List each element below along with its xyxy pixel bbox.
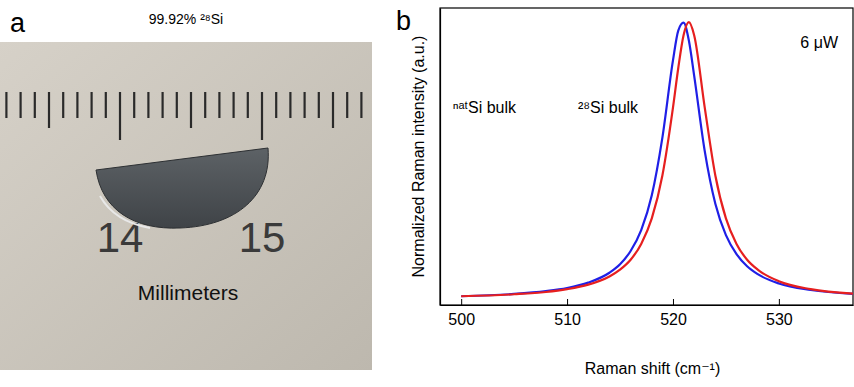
x-tick-label: 530 [766,311,793,328]
silicon-sample [96,148,268,228]
sample-edge-highlight [100,196,150,228]
x-tick: 520 [660,299,687,328]
ruler-tick [34,92,36,118]
ruler-tick [105,92,107,118]
ruler-tick [76,92,78,118]
series-label: ⁿᵃᵗSi bulk [453,99,517,116]
ruler-tick [261,92,263,140]
ruler-tick [162,92,164,118]
ruler-tick [233,92,235,118]
series-label: ²⁸Si bulk [578,99,639,116]
ruler-label: 15 [239,214,286,261]
x-tick-mark [779,299,780,305]
panel-label: b [396,6,411,36]
ruler-tick [346,92,348,118]
ruler-tick [119,92,121,140]
x-axis-title: Raman shift (cm⁻¹) [585,360,721,377]
ruler-tick [62,92,64,118]
x-tick-mark [461,299,462,305]
x-tick-mark [567,299,568,305]
ruler-tick [190,92,192,128]
ruler-tick [204,92,206,118]
ruler-tick [218,92,220,118]
panel-a: a99.92% ²⁸Si1415Millimeters [0,8,372,370]
figure: a99.92% ²⁸Si1415Millimetersb500510520530… [0,0,854,387]
ruler-ticks [6,92,361,140]
ruler-tick [90,92,92,118]
plot-frame [440,8,853,305]
ruler-tick [360,92,362,118]
ruler-tick [275,92,277,118]
ruler-tick [48,92,50,128]
x-tick: 530 [766,299,793,328]
spectrum-line [461,23,853,297]
y-axis-line [440,9,441,306]
x-tick-label: 500 [448,311,475,328]
photo-title: 99.92% ²⁸Si [149,11,223,27]
x-axis: 500 510 520 530 [441,299,854,328]
x-tick-label: 520 [660,311,687,328]
x-tick-mark [673,299,674,305]
ruler-tick [147,92,149,118]
ruler-tick [304,92,306,118]
ruler-tick [289,92,291,118]
plot-lines [461,22,853,296]
ruler-tick [318,92,320,118]
panel-b: b 500 510 520 530 ⁿᵃᵗSi bulk ²⁸Si bulk 6 μW Rama… [396,6,854,377]
panel-label: a [10,8,26,38]
y-axis-title: Normalized Raman intensity (a.u.) [410,36,427,278]
x-tick: 510 [554,299,581,328]
photo-background [0,42,372,370]
spectrum-line [461,22,853,296]
ruler-tick [20,92,22,118]
annotation: 6 μW [800,34,839,51]
ruler-tick [176,92,178,118]
x-tick-label: 510 [554,311,581,328]
y-axis [440,9,441,306]
ruler-tick [5,92,7,118]
x-axis-line [441,305,854,306]
ruler-tick [332,92,334,128]
x-tick: 500 [448,299,475,328]
ruler-tick [133,92,135,118]
photo-caption: Millimeters [138,281,238,304]
ruler-tick [247,92,249,118]
